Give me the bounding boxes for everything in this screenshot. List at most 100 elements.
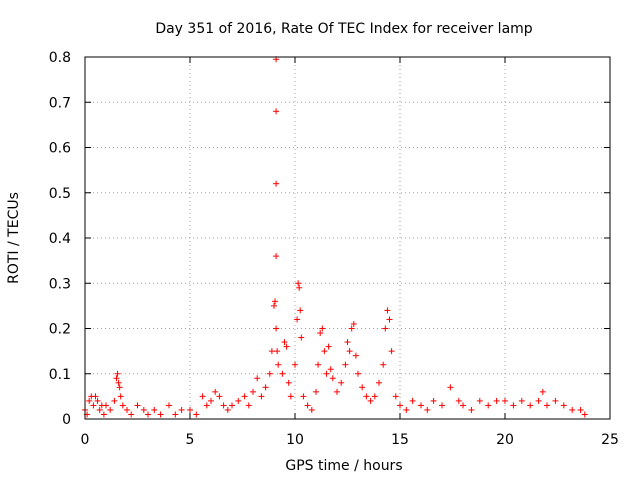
data-point bbox=[317, 330, 324, 337]
data-point bbox=[577, 406, 584, 413]
data-point bbox=[117, 393, 124, 400]
x-tick-label: 20 bbox=[496, 432, 514, 448]
data-point bbox=[300, 393, 307, 400]
y-tick-label: 0 bbox=[62, 412, 71, 428]
data-point bbox=[216, 393, 223, 400]
data-point bbox=[581, 411, 588, 418]
data-point bbox=[273, 180, 280, 187]
data-point bbox=[397, 402, 403, 409]
data-point bbox=[569, 406, 576, 413]
y-tick-label: 0.7 bbox=[49, 95, 71, 111]
data-point bbox=[468, 406, 475, 413]
data-point bbox=[334, 388, 340, 395]
data-point bbox=[119, 402, 126, 409]
data-point bbox=[342, 361, 349, 368]
data-point bbox=[380, 361, 387, 368]
data-point bbox=[271, 302, 277, 309]
data-point bbox=[281, 339, 288, 346]
data-point bbox=[245, 402, 252, 409]
data-point bbox=[274, 348, 281, 355]
data-point bbox=[315, 361, 322, 368]
data-point bbox=[134, 402, 141, 409]
data-point bbox=[319, 325, 326, 332]
data-point bbox=[455, 397, 462, 404]
data-point bbox=[485, 402, 492, 409]
data-point bbox=[439, 402, 445, 409]
data-point bbox=[262, 384, 269, 391]
data-point bbox=[258, 393, 265, 400]
data-point bbox=[235, 397, 242, 404]
data-point bbox=[376, 379, 382, 386]
data-point bbox=[187, 406, 193, 413]
grid-lines bbox=[85, 57, 610, 419]
data-point bbox=[273, 253, 280, 260]
data-point bbox=[388, 348, 395, 355]
data-point bbox=[298, 334, 305, 341]
axis-ticks: 0 0.1 0.2 0.3 0.4 0.5 0.6 0.7 0.8 0 5 10 15 20 25 bbox=[49, 50, 619, 448]
data-point bbox=[403, 406, 410, 413]
data-point bbox=[273, 325, 280, 332]
data-point bbox=[151, 406, 158, 413]
x-tick-label: 0 bbox=[81, 432, 90, 448]
y-tick-label: 0.5 bbox=[49, 186, 71, 202]
data-point bbox=[250, 388, 256, 395]
data-point bbox=[352, 352, 359, 359]
data-point bbox=[297, 307, 304, 314]
y-tick-label: 0.1 bbox=[49, 367, 71, 383]
data-point bbox=[283, 343, 290, 350]
data-point bbox=[384, 307, 391, 314]
data-point bbox=[493, 397, 500, 404]
data-point bbox=[266, 370, 273, 377]
data-point bbox=[94, 397, 101, 404]
data-point bbox=[287, 393, 294, 400]
data-point bbox=[371, 393, 378, 400]
x-tick-label: 25 bbox=[601, 432, 619, 448]
data-points bbox=[82, 56, 588, 418]
y-axis-label: ROTI / TECUs bbox=[6, 192, 22, 284]
data-point bbox=[535, 397, 542, 404]
data-point bbox=[539, 388, 546, 395]
y-tick-label: 0.4 bbox=[49, 231, 71, 247]
data-point bbox=[90, 402, 97, 409]
data-point bbox=[348, 325, 355, 332]
data-point bbox=[254, 375, 261, 382]
data-point bbox=[273, 108, 280, 115]
data-point bbox=[430, 397, 437, 404]
data-point bbox=[296, 284, 303, 291]
data-point bbox=[476, 397, 483, 404]
data-point bbox=[229, 402, 235, 409]
data-point bbox=[386, 316, 393, 323]
data-point bbox=[193, 411, 200, 418]
data-point bbox=[350, 320, 357, 327]
data-point bbox=[115, 379, 122, 386]
data-point bbox=[166, 402, 172, 409]
data-point bbox=[86, 397, 93, 404]
data-point bbox=[140, 406, 147, 413]
data-point bbox=[103, 402, 109, 409]
data-point bbox=[308, 406, 315, 413]
data-point bbox=[124, 406, 130, 413]
data-point bbox=[321, 348, 328, 355]
data-point bbox=[313, 388, 319, 395]
data-point bbox=[502, 397, 508, 404]
data-point bbox=[447, 384, 454, 391]
data-point bbox=[92, 393, 99, 400]
data-point bbox=[518, 397, 525, 404]
data-point bbox=[344, 339, 351, 346]
y-tick-label: 0.8 bbox=[49, 50, 71, 66]
data-point bbox=[145, 411, 151, 418]
data-point bbox=[113, 375, 120, 382]
data-point bbox=[359, 384, 366, 391]
data-point bbox=[367, 397, 374, 404]
data-point bbox=[199, 393, 206, 400]
data-point bbox=[346, 348, 353, 355]
x-axis-label: GPS time / hours bbox=[285, 458, 402, 474]
data-point bbox=[355, 370, 361, 377]
data-point bbox=[212, 388, 219, 395]
data-point bbox=[241, 393, 248, 400]
data-point bbox=[392, 393, 399, 400]
data-point bbox=[279, 370, 286, 377]
data-point bbox=[178, 406, 185, 413]
data-point bbox=[560, 402, 567, 409]
data-point bbox=[272, 298, 279, 305]
